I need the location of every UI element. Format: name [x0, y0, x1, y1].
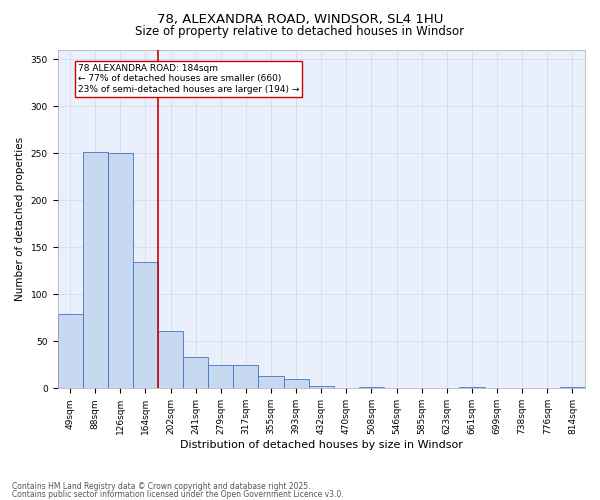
Bar — [83, 152, 108, 388]
X-axis label: Distribution of detached houses by size in Windsor: Distribution of detached houses by size … — [180, 440, 463, 450]
Bar — [158, 331, 183, 388]
Y-axis label: Number of detached properties: Number of detached properties — [15, 137, 25, 301]
Text: Contains public sector information licensed under the Open Government Licence v3: Contains public sector information licen… — [12, 490, 344, 499]
Bar — [133, 262, 158, 388]
Bar — [259, 376, 284, 388]
Bar — [108, 154, 133, 388]
Text: 78 ALEXANDRA ROAD: 184sqm
← 77% of detached houses are smaller (660)
23% of semi: 78 ALEXANDRA ROAD: 184sqm ← 77% of detac… — [77, 64, 299, 94]
Text: 78, ALEXANDRA ROAD, WINDSOR, SL4 1HU: 78, ALEXANDRA ROAD, WINDSOR, SL4 1HU — [157, 12, 443, 26]
Bar — [309, 386, 334, 388]
Bar — [233, 365, 259, 388]
Bar — [183, 358, 208, 388]
Bar — [284, 379, 309, 388]
Bar — [58, 314, 83, 388]
Bar — [208, 365, 233, 388]
Text: Size of property relative to detached houses in Windsor: Size of property relative to detached ho… — [136, 25, 464, 38]
Text: Contains HM Land Registry data © Crown copyright and database right 2025.: Contains HM Land Registry data © Crown c… — [12, 482, 311, 491]
